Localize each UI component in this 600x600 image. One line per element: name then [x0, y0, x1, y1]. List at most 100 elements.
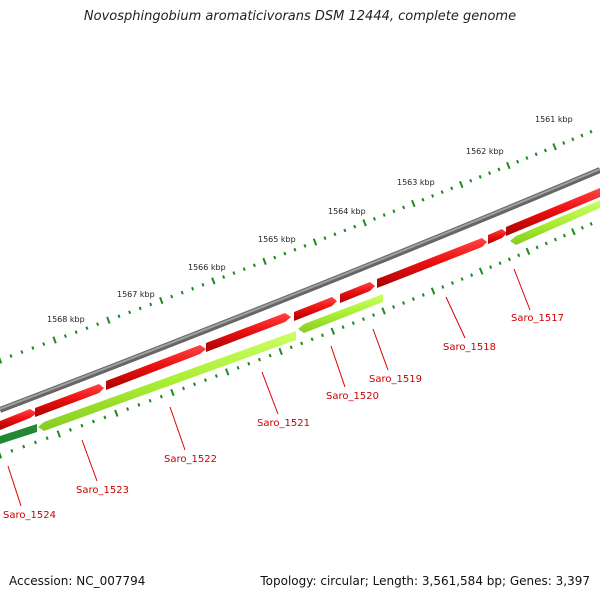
- gene-label[interactable]: Saro_1523: [76, 485, 129, 496]
- inner-tick: [268, 353, 272, 358]
- inner-tick: [507, 257, 511, 262]
- inner-tick: [553, 237, 557, 242]
- outer-tick: [562, 141, 566, 145]
- gene-forward[interactable]: [106, 345, 206, 390]
- inner-tick: [56, 430, 61, 438]
- inner-tick: [33, 440, 37, 445]
- outer-tick: [580, 133, 584, 138]
- outer-tick: [497, 167, 501, 172]
- inner-tick: [126, 407, 130, 411]
- inner-tick: [460, 277, 464, 281]
- outer-tick: [459, 180, 464, 189]
- inner-tick: [341, 325, 345, 330]
- gene-label[interactable]: Saro_1524: [3, 510, 56, 521]
- inner-tick: [257, 357, 261, 362]
- gene-label[interactable]: Saro_1520: [326, 391, 379, 402]
- inner-tick: [450, 281, 454, 285]
- inner-tick: [478, 267, 484, 275]
- inner-tick: [411, 297, 415, 301]
- gene-label[interactable]: Saro_1522: [164, 454, 217, 465]
- gene-forward[interactable]: [294, 297, 337, 321]
- accession-text: Accession: NC_007794: [9, 574, 146, 588]
- gene-reverse[interactable]: [0, 424, 37, 444]
- leader-line: [169, 406, 186, 451]
- outer-tick: [506, 161, 511, 170]
- outer-tick: [478, 175, 482, 179]
- gene-forward[interactable]: [35, 384, 104, 417]
- outer-tick: [382, 213, 386, 217]
- outer-tick: [589, 129, 593, 134]
- inner-tick: [289, 345, 293, 350]
- inner-tick: [247, 361, 251, 366]
- inner-tick: [236, 365, 240, 370]
- inner-tick: [0, 452, 3, 459]
- outer-tick: [450, 186, 454, 191]
- inner-tick: [300, 341, 304, 346]
- outer-tick: [31, 346, 35, 350]
- leader-line: [261, 371, 279, 415]
- inner-tick: [517, 253, 521, 258]
- inner-tick: [22, 444, 26, 449]
- inner-tick: [580, 225, 584, 230]
- inner-tick: [430, 287, 436, 295]
- inner-tick: [372, 313, 376, 317]
- outer-tick: [353, 224, 357, 229]
- outer-tick: [191, 286, 195, 291]
- outer-tick: [52, 336, 57, 344]
- outer-tick: [211, 277, 216, 285]
- inner-tick: [80, 423, 84, 428]
- leader-line: [372, 328, 389, 371]
- inner-tick: [137, 403, 141, 407]
- outer-tick: [392, 209, 396, 214]
- map-title: Novosphingobium aromaticivorans DSM 1244…: [83, 9, 517, 24]
- inner-tick: [361, 317, 365, 321]
- outer-tick: [312, 238, 318, 246]
- outer-tick: [222, 275, 226, 279]
- gene-reverse[interactable]: [298, 294, 383, 333]
- gene-forward[interactable]: [488, 229, 507, 244]
- outer-tick: [469, 178, 473, 183]
- inner-tick: [278, 347, 283, 356]
- gene-label[interactable]: Saro_1518: [443, 342, 496, 353]
- outer-tick: [74, 330, 78, 334]
- inner-tick: [91, 419, 95, 424]
- outer-tick: [372, 217, 376, 221]
- gene-forward[interactable]: [340, 282, 375, 303]
- outer-tick: [252, 263, 256, 268]
- gene-forward[interactable]: [206, 313, 291, 352]
- gene-label[interactable]: Saro_1517: [511, 313, 564, 324]
- outer-tick: [262, 257, 267, 266]
- gene-label[interactable]: Saro_1521: [257, 418, 310, 429]
- outer-tick: [303, 244, 307, 248]
- inner-tick-marks: [0, 222, 593, 459]
- outer-tick: [333, 232, 337, 237]
- outer-tick: [552, 143, 557, 151]
- inner-tick: [402, 301, 406, 305]
- outer-tick: [323, 236, 327, 240]
- gene-reverse[interactable]: [38, 331, 296, 431]
- gene-reverse[interactable]: [510, 200, 600, 245]
- inner-tick: [498, 261, 502, 266]
- leader-line: [330, 345, 346, 388]
- gene-label[interactable]: Saro_1519: [369, 374, 422, 385]
- outer-tick: [63, 334, 67, 338]
- outer-tick: [293, 247, 297, 252]
- outer-tick: [343, 228, 347, 233]
- inner-tick: [103, 415, 107, 420]
- kbp-label: 1562 kbp: [466, 147, 504, 156]
- outer-tick-marks: [0, 129, 593, 364]
- outer-tick: [159, 296, 164, 305]
- outer-tick: [128, 310, 132, 315]
- inner-tick: [544, 241, 548, 246]
- inner-tick: [310, 337, 314, 342]
- leader-line: [81, 439, 98, 482]
- gene-forward[interactable]: [506, 188, 600, 236]
- outer-tick: [9, 354, 13, 358]
- inner-tick: [421, 293, 425, 297]
- gene-forward[interactable]: [377, 238, 487, 288]
- outer-tick: [85, 326, 89, 330]
- gene-forward[interactable]: [0, 409, 37, 430]
- inner-tick: [535, 245, 539, 250]
- leader-line: [513, 268, 531, 311]
